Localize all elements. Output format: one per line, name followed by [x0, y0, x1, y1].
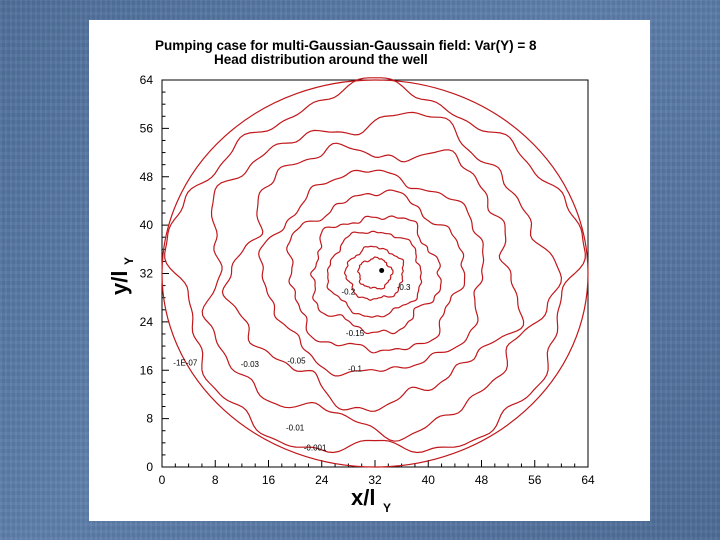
contour-label: -0.1 — [348, 364, 362, 373]
y-tick-label: 8 — [146, 412, 153, 426]
contour-label: -0.01 — [286, 424, 305, 433]
chart-title: Pumping case for multi-Gaussian-Gaussain… — [155, 38, 537, 53]
x-tick-label: 32 — [368, 473, 382, 487]
contour-line — [357, 256, 394, 290]
y-tick-label: 24 — [140, 315, 154, 329]
x-axis-label-subscript: Y — [383, 501, 391, 515]
contour-label: -0.15 — [346, 329, 365, 338]
contour-line — [343, 245, 405, 301]
contour-label: -0.001 — [304, 444, 327, 453]
x-tick-label: 56 — [528, 473, 542, 487]
contour-line — [326, 230, 423, 318]
plot-frame — [161, 79, 589, 468]
chart-figure: Pumping case for multi-Gaussian-Gaussain… — [89, 20, 650, 521]
chart-subtitle: Head distribution around the well — [214, 52, 428, 67]
contour-line — [164, 77, 586, 454]
contour-line — [201, 111, 563, 442]
y-tick-label: 16 — [140, 363, 154, 377]
contour-label: -0.3 — [397, 283, 411, 292]
x-tick-label: 64 — [581, 473, 595, 487]
contour-label: -1E-07 — [173, 358, 198, 367]
axis-ticks: 0 8 16 24 32 40 48 56 64 0 8 16 24 32 40 48 56 64 — [140, 73, 595, 487]
well-marker-group — [379, 267, 385, 273]
contour-line — [258, 169, 485, 377]
y-tick-label: 56 — [140, 121, 154, 135]
y-tick-label: 40 — [140, 218, 154, 232]
contour-line — [286, 189, 466, 354]
x-tick-label: 48 — [475, 473, 489, 487]
well-marker — [379, 267, 385, 273]
contour-line — [221, 142, 525, 412]
contour-label: -0.05 — [287, 357, 306, 366]
contour-label: -0.03 — [241, 360, 260, 369]
y-tick-label: 0 — [146, 460, 153, 474]
x-tick-label: 8 — [212, 473, 219, 487]
y-tick-label: 48 — [140, 170, 154, 184]
contour-line — [310, 215, 442, 335]
contour-chart: Pumping case for multi-Gaussian-Gaussain… — [107, 38, 595, 515]
y-tick-label: 32 — [140, 267, 154, 281]
y-axis-label: y/l Y — [107, 257, 136, 295]
contour-label: -0.2 — [341, 288, 355, 297]
y-axis-label-text: y/l — [107, 271, 132, 295]
x-axis-label-text: x/l — [351, 485, 375, 510]
y-axis-label-subscript: Y — [122, 257, 136, 265]
x-tick-label: 0 — [159, 473, 166, 487]
x-tick-label: 40 — [422, 473, 436, 487]
x-tick-label: 16 — [262, 473, 276, 487]
contour-lines — [161, 77, 589, 468]
y-tick-label: 64 — [140, 73, 154, 87]
x-axis-label: x/l Y — [351, 485, 391, 515]
domain-boundary-circle — [161, 79, 589, 468]
contour-labels: -1E-07 -0.001 -0.01 -0.03 -0.05 -0.1 -0.15 -0.2… — [173, 283, 411, 453]
x-tick-label: 24 — [315, 473, 329, 487]
